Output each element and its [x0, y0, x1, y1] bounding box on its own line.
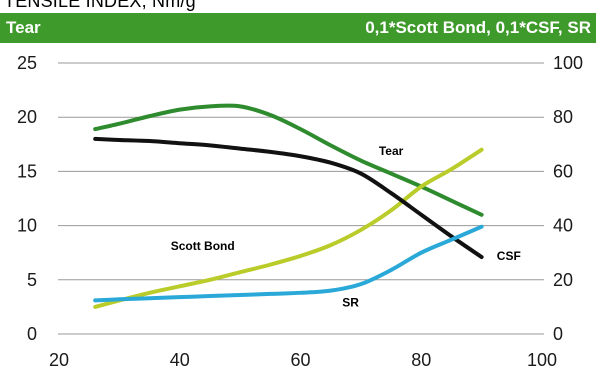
- left-axis-label: Tear: [6, 18, 41, 37]
- y-left-tick-label: 5: [27, 270, 37, 290]
- header-band: Tear 0,1*Scott Bond, 0,1*CSF, SR: [0, 13, 596, 43]
- x-tick-label: 100: [527, 350, 557, 369]
- series-annotation: Scott Bond: [171, 239, 235, 253]
- y-right-tick-label: 60: [553, 161, 573, 181]
- x-tick-label: 60: [290, 350, 310, 369]
- right-axis-label: 0,1*Scott Bond, 0,1*CSF, SR: [365, 18, 591, 37]
- series-lines: [93, 103, 484, 309]
- csf-line: [93, 136, 484, 260]
- series-annotation: Tear: [379, 144, 404, 158]
- y-right-tick-label: 40: [553, 216, 573, 236]
- y-left-tick-label: 10: [17, 216, 37, 236]
- y-right-tick-label: 100: [553, 53, 583, 73]
- tear-line: [93, 103, 484, 217]
- y-right-tick-label: 0: [553, 324, 563, 344]
- series-annotations: Tear Scott Bond CSF SR: [171, 144, 521, 310]
- page-title: TENSILE INDEX, Nm/g: [4, 0, 196, 11]
- y-left-tick-label: 0: [27, 324, 37, 344]
- scott-bond-line: [93, 147, 484, 309]
- grid-lines: [58, 62, 544, 335]
- y-right-tick-label: 80: [553, 107, 573, 127]
- x-tick-label: 40: [170, 350, 190, 369]
- y-right-tick-label: 20: [553, 270, 573, 290]
- y-left-tick-label: 20: [17, 107, 37, 127]
- series-annotation: SR: [342, 296, 359, 310]
- x-tick-label: 80: [411, 350, 431, 369]
- series-annotation: CSF: [497, 249, 521, 263]
- x-tick-label: 20: [49, 350, 69, 369]
- axis-tick-labels: 0 0 5 20 10 40 15 60 20 80 25 100 20 40 60 80 100: [17, 53, 583, 369]
- sr-line: [93, 224, 484, 303]
- y-left-tick-label: 25: [17, 53, 37, 73]
- y-left-tick-label: 15: [17, 161, 37, 181]
